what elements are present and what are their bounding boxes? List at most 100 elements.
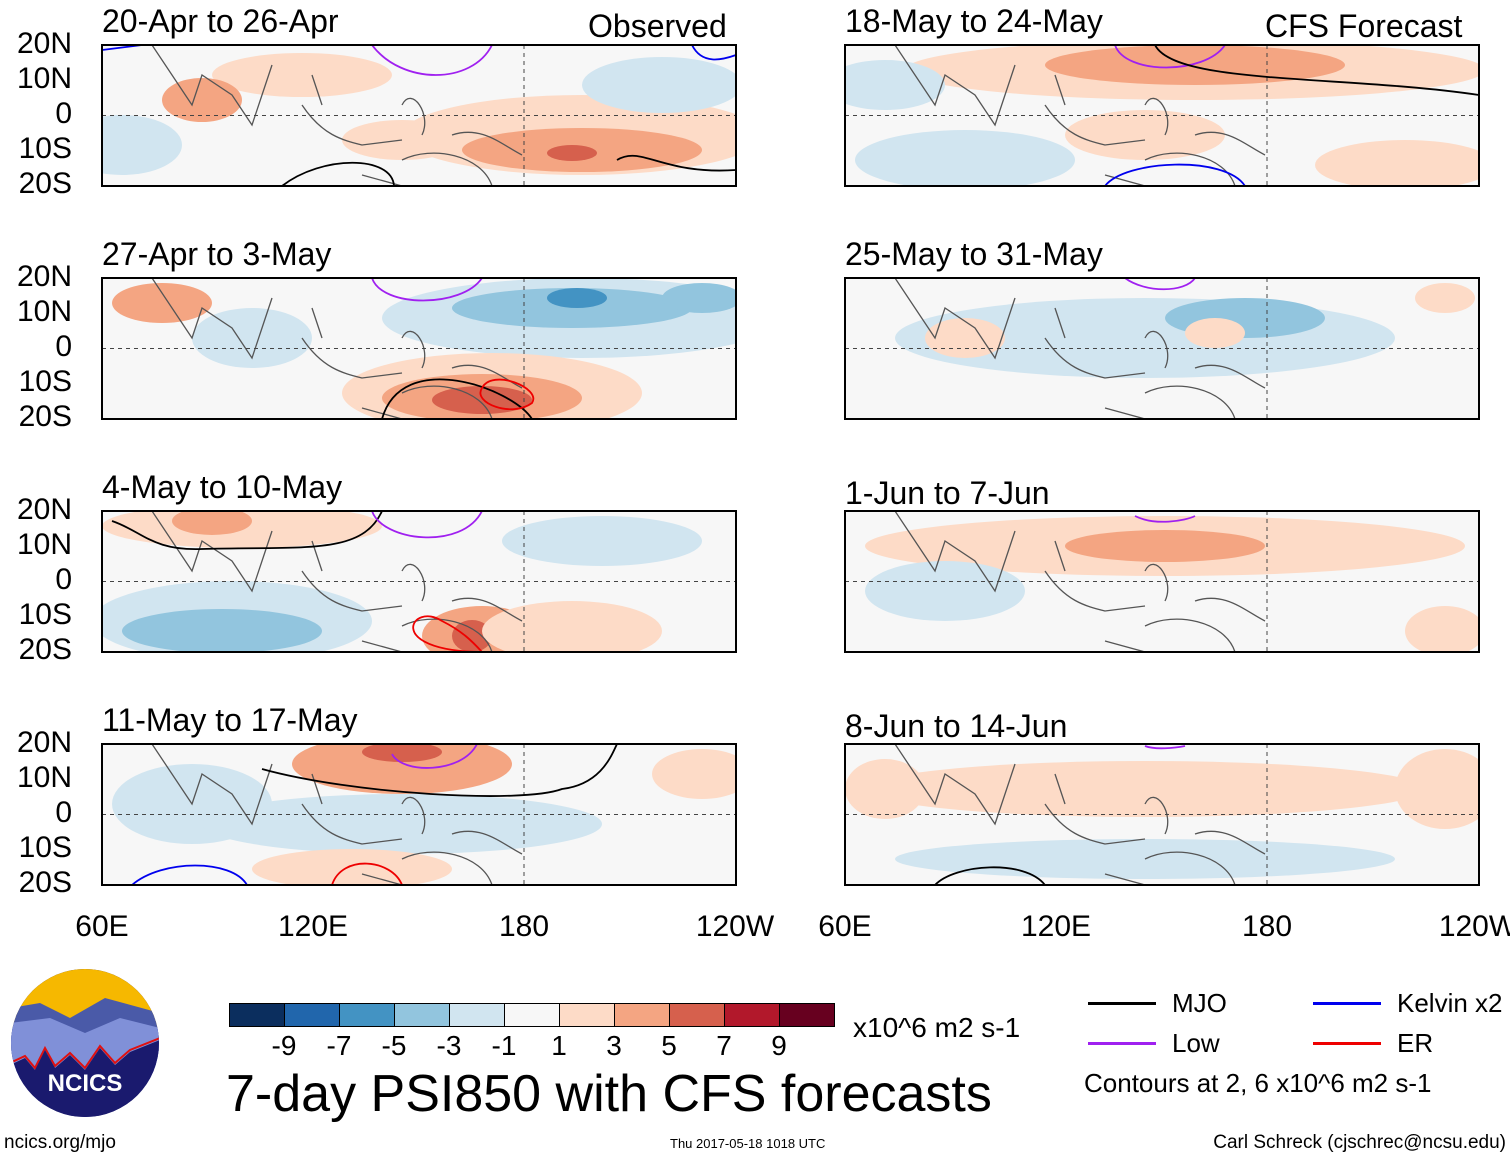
colorbar-swatch (339, 1003, 395, 1027)
lat-tick-label: 20S (18, 866, 72, 899)
lat-tick-label: 20S (18, 400, 72, 433)
legend-line-kelvin (1313, 1002, 1381, 1005)
legend-label: MJO (1172, 988, 1227, 1018)
low-contour (1144, 745, 1186, 750)
lat-tick-label: 20S (18, 167, 72, 200)
colorbar-units: x10^6 m2 s-1 (853, 1012, 1021, 1043)
kel-contour (1104, 163, 1246, 187)
coastline (151, 743, 523, 886)
legend-label: Kelvin x2 (1397, 988, 1503, 1018)
panel-frame (844, 510, 1480, 653)
mjo-contour (261, 743, 618, 797)
anomaly-shading (112, 283, 212, 323)
mjo-contour (1154, 44, 1480, 96)
legend-label: ER (1397, 1028, 1434, 1058)
lat-tick-label: 0 (55, 796, 72, 829)
anomaly-shading (252, 849, 452, 886)
colorbar-tick-label: 9 (771, 1030, 787, 1061)
lat-tick-label: 10N (16, 528, 72, 561)
anomaly-shading (1395, 749, 1480, 829)
legend-line-mjo (1088, 1002, 1156, 1005)
coastline (151, 277, 523, 420)
lat-tick-label: 20N (16, 726, 72, 759)
anomaly-shading (1315, 140, 1480, 187)
panel-frame (101, 44, 737, 187)
anomaly-shading (547, 288, 607, 308)
anomaly-shading (865, 761, 1425, 817)
low-contour (371, 44, 493, 76)
mjo-contour (281, 161, 395, 187)
anomaly-shading (925, 318, 1005, 358)
kel-contour (691, 44, 737, 61)
lat-tick-label: 20N (16, 27, 72, 60)
mjo-contour (111, 510, 383, 550)
svg-text:NCICS: NCICS (48, 1070, 123, 1097)
map-panel (101, 743, 737, 886)
anomaly-shading (192, 308, 312, 368)
map-panel (101, 510, 737, 653)
colorbar-tick-label: 3 (606, 1030, 622, 1061)
anomaly-shading (1065, 110, 1225, 160)
low-contour (1124, 277, 1196, 291)
colorbar-tick-label: -3 (436, 1030, 462, 1061)
lat-tick-label: 10N (16, 62, 72, 95)
map-panel (101, 277, 737, 420)
coastline (151, 44, 523, 187)
anomaly-shading (362, 743, 442, 762)
anomaly-shading (855, 130, 1075, 187)
anomaly-shading (122, 609, 322, 653)
footer-url[interactable]: ncics.org/mjo (4, 1132, 116, 1153)
lon-tick-label: 120W (695, 910, 775, 943)
lon-tick-label: 120W (1438, 910, 1510, 943)
lat-tick-label: 20S (18, 633, 72, 666)
lat-tick-label: 20N (16, 493, 72, 526)
footer-timestamp: Thu 2017-05-18 1018 UTC (670, 1136, 826, 1151)
footer-author: Carl Schreck (cjschrec@ncsu.edu) (1213, 1132, 1506, 1153)
map-panel (844, 743, 1480, 886)
lat-tick-label: 10S (18, 132, 72, 165)
lon-tick-label: 60E (818, 910, 872, 943)
low-contour (391, 743, 478, 769)
panel-frame (844, 44, 1480, 187)
legend-line-er (1313, 1042, 1381, 1045)
panel-frame (101, 277, 737, 420)
panel-title: 20-Apr to 26-Apr (102, 3, 339, 39)
anomaly-shading (502, 516, 702, 566)
lon-tick-label: 60E (75, 910, 129, 943)
anomaly-shading (212, 53, 392, 97)
panel-title: 8-Jun to 14-Jun (845, 708, 1068, 744)
lat-tick-label: 0 (55, 330, 72, 363)
legend-line-low (1088, 1042, 1156, 1045)
contour-note: Contours at 2, 6 x10^6 m2 s-1 (1084, 1068, 1432, 1098)
anomaly-shading (452, 288, 692, 328)
anomaly-shading (662, 283, 737, 313)
lat-tick-label: 10S (18, 598, 72, 631)
anomaly-shading (202, 794, 602, 854)
colorbar-swatch (449, 1003, 505, 1027)
mjo-contour (381, 378, 533, 420)
anomaly-shading (482, 601, 662, 653)
mjo-contour (934, 866, 1046, 886)
panel-frame (844, 743, 1480, 886)
lon-tick-label: 120E (1020, 910, 1092, 943)
anomaly-shading (1185, 318, 1245, 348)
panel-frame (101, 510, 737, 653)
map-panel (844, 510, 1480, 653)
colorbar-swatch (284, 1003, 340, 1027)
colorbar-tick-label: -5 (381, 1030, 407, 1061)
anomaly-shading (432, 386, 532, 414)
map-panel (844, 277, 1480, 420)
kel-contour (131, 864, 248, 886)
er-contour (331, 862, 403, 886)
coastline (894, 510, 1266, 653)
ncics-logo: NCICS (11, 969, 159, 1117)
anomaly-shading (844, 60, 945, 110)
panel-frame (101, 743, 737, 886)
colorbar-tick-label: 5 (661, 1030, 677, 1061)
low-contour (371, 510, 483, 539)
colorbar-swatch (724, 1003, 780, 1027)
lon-tick-label: 180 (1241, 910, 1293, 943)
low-contour (371, 277, 483, 302)
lat-tick-label: 0 (55, 97, 72, 130)
forecast-label: CFS Forecast (1265, 8, 1463, 44)
